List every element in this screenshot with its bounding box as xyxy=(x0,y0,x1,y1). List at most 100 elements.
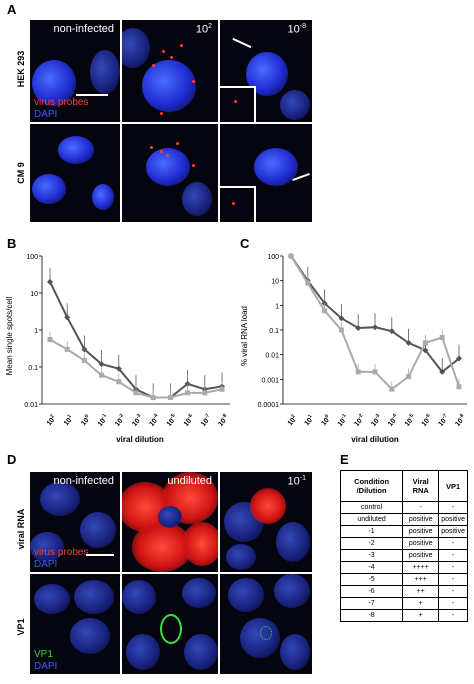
table-cell: - xyxy=(402,501,440,514)
x-tick-label: 102 xyxy=(44,413,58,427)
data-point xyxy=(167,394,173,400)
table-cell: - xyxy=(438,501,468,514)
x-tick-label: 10-8 xyxy=(216,413,231,428)
data-point xyxy=(115,365,122,372)
x-tick-label: 10-2 xyxy=(352,413,367,428)
x-tick-label: 10-5 xyxy=(164,413,179,428)
table-row: undiluted positive positive xyxy=(339,513,468,526)
data-point xyxy=(47,337,53,343)
y-tick-label: 0.0001 xyxy=(258,402,280,409)
table-cell: + xyxy=(402,609,440,622)
legend-virus-probes-d: virus probes xyxy=(34,547,89,558)
col-label-10e2: 102 xyxy=(195,23,212,36)
table-cell: - xyxy=(438,609,468,622)
data-point xyxy=(422,340,428,346)
micrograph-rna-undiluted: undiluted xyxy=(122,472,218,572)
legend-virus-probes: virus probes xyxy=(34,97,89,108)
table-cell: positive xyxy=(402,513,440,526)
chart-b: Mean single spots/cell viral dilution 10… xyxy=(5,254,231,444)
panel-label-d: D xyxy=(7,452,17,467)
table-cell: -1 xyxy=(339,525,404,538)
x-tick-label: 10-3 xyxy=(369,413,384,428)
data-point xyxy=(99,372,105,378)
table-row: -3 positive - xyxy=(339,549,468,562)
x-tick-label: 10-1 xyxy=(95,413,110,428)
data-point xyxy=(355,369,361,375)
table-cell: - xyxy=(438,537,468,550)
data-point xyxy=(439,334,445,340)
data-point xyxy=(406,374,412,380)
data-point xyxy=(372,324,378,331)
data-point xyxy=(305,280,311,286)
table-header-condition: Condition /Dilution xyxy=(339,470,404,502)
table-header-viral-rna: Viral RNA xyxy=(402,470,440,502)
data-point xyxy=(388,328,395,335)
table-cell: positive xyxy=(438,525,468,538)
x-tick-label: 10-7 xyxy=(436,413,451,428)
table-cell: -3 xyxy=(339,549,404,562)
table-row: -7 + - xyxy=(339,597,468,610)
x-tick-label: 10-4 xyxy=(147,413,162,428)
micrograph-hek293-noninfected: non-infected virus probes DAPI xyxy=(30,20,120,122)
table-cell: positive xyxy=(402,549,440,562)
y-tick-label: 10 xyxy=(30,291,38,298)
legend-dapi: DAPI xyxy=(34,109,58,120)
micrograph-cm9-noninfected xyxy=(30,124,120,222)
row-label-viral-rna: viral RNA xyxy=(16,508,26,550)
y-tick-label: 0.01 xyxy=(24,402,38,409)
data-point xyxy=(355,325,362,332)
data-point xyxy=(338,327,344,333)
micrograph-cm9-10e-8 xyxy=(220,124,312,222)
legend-vp1: VP1 xyxy=(34,649,53,660)
table-row: -4 ++++ - xyxy=(339,561,468,574)
chart-b-ylabel: Mean single spots/cell xyxy=(5,296,14,375)
chart-c-ylabel: % viral RNA load xyxy=(240,306,249,366)
col-label-undiluted: undiluted xyxy=(167,475,212,487)
table-cell: - xyxy=(438,573,468,586)
data-point xyxy=(150,394,156,400)
panel-label-a: A xyxy=(7,2,17,17)
x-tick-label: 10-6 xyxy=(419,413,434,428)
panel-label-e: E xyxy=(340,452,349,467)
table-row: -6 ++ - xyxy=(339,585,468,598)
x-tick-label: 100 xyxy=(319,413,333,427)
table-row: -8 + - xyxy=(339,609,468,622)
x-tick-label: 10-7 xyxy=(199,413,214,428)
table-cell: ++++ xyxy=(402,561,440,574)
data-point xyxy=(288,253,294,259)
legend-dapi-d: DAPI xyxy=(34,559,58,570)
data-point xyxy=(81,346,88,353)
table-cell: control xyxy=(339,501,404,514)
data-point xyxy=(64,314,71,321)
data-point xyxy=(219,386,225,392)
x-tick-label: 10-3 xyxy=(130,413,145,428)
table-cell: -8 xyxy=(339,609,404,622)
col-label-10e-1: 10-1 xyxy=(287,475,306,488)
arrow-icon xyxy=(232,37,252,48)
table-header-vp1: VP1 xyxy=(438,470,468,502)
panel-label-b: B xyxy=(7,236,17,251)
y-tick-label: 1 xyxy=(34,328,38,335)
x-tick-label: 10-5 xyxy=(402,413,417,428)
table-cell: undiluted xyxy=(339,513,404,526)
data-point xyxy=(456,355,462,362)
table-cell: positive xyxy=(402,525,440,538)
inset-zoom xyxy=(220,186,256,222)
scale-bar xyxy=(86,554,114,556)
table-e: Condition /Dilution Viral RNA VP1 contro… xyxy=(339,470,468,622)
x-tick-label: 10-6 xyxy=(181,413,196,428)
col-label-noninfected: non-infected xyxy=(53,23,114,35)
y-tick-label: 1 xyxy=(275,303,279,310)
y-tick-label: 100 xyxy=(267,254,279,261)
x-tick-label: 10-4 xyxy=(386,413,401,428)
vp1-signal xyxy=(160,614,182,644)
scale-bar xyxy=(76,94,108,96)
y-tick-label: 10 xyxy=(271,279,279,286)
micrograph-vp1-undiluted xyxy=(122,574,218,674)
table-cell: -6 xyxy=(339,585,404,598)
micrograph-rna-10e-1: 10-1 xyxy=(220,472,312,572)
table-cell: - xyxy=(438,585,468,598)
x-tick-label: 100 xyxy=(79,413,93,427)
row-label-hek293: HEK 293 xyxy=(16,50,26,88)
table-row: -1 positive positive xyxy=(339,525,468,538)
